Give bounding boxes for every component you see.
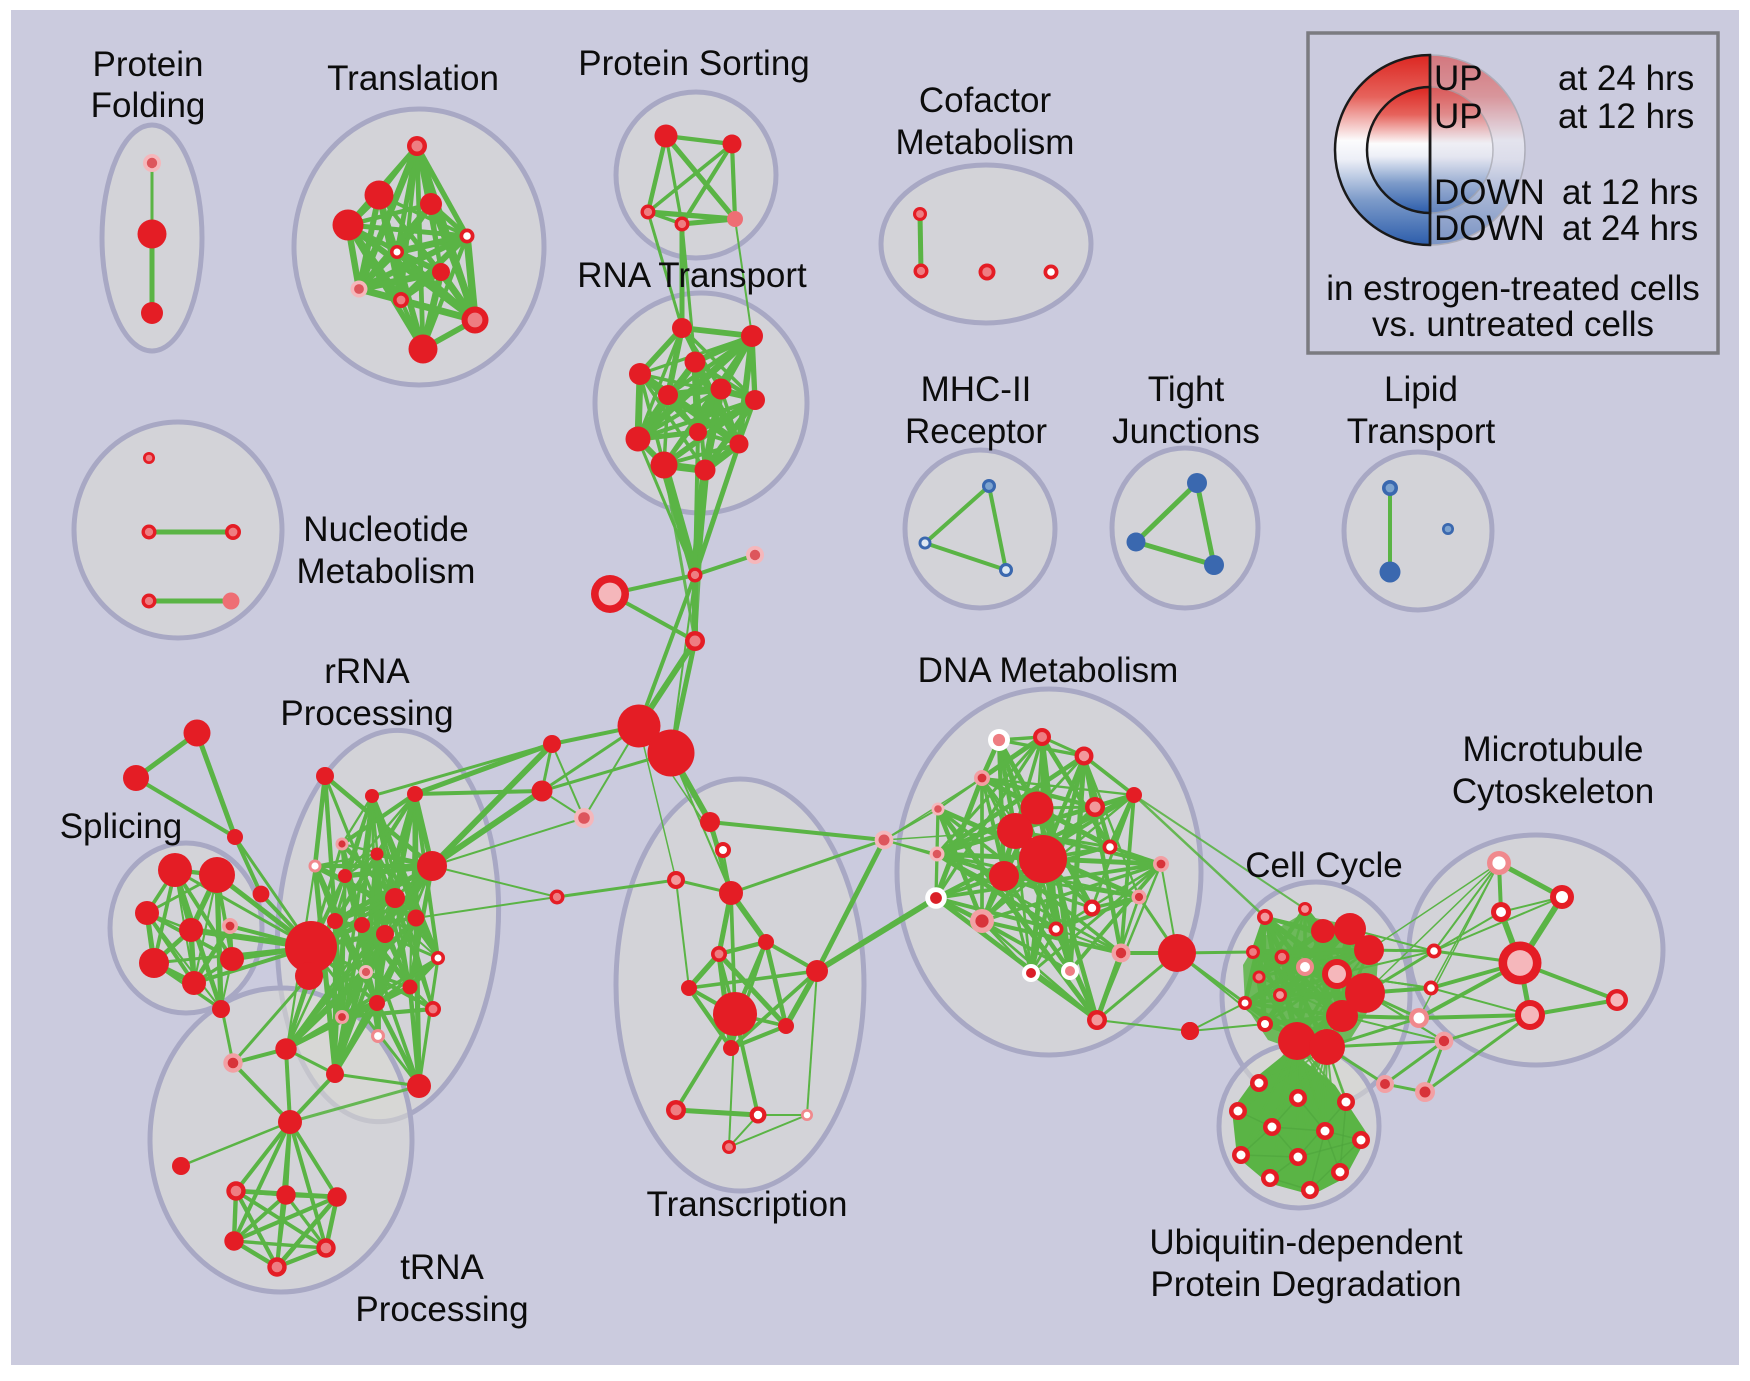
svg-text:Lipid: Lipid <box>1384 370 1458 409</box>
svg-text:DNA Metabolism: DNA Metabolism <box>918 651 1179 690</box>
svg-text:Translation: Translation <box>327 59 499 98</box>
svg-text:Splicing: Splicing <box>60 807 183 846</box>
svg-text:Processing: Processing <box>280 694 453 733</box>
svg-text:Tight: Tight <box>1148 370 1225 409</box>
svg-text:Metabolism: Metabolism <box>896 123 1075 162</box>
svg-text:Protein Degradation: Protein Degradation <box>1150 1265 1461 1304</box>
svg-text:Cytoskeleton: Cytoskeleton <box>1452 772 1654 811</box>
svg-text:in estrogen-treated cells: in estrogen-treated cells <box>1326 269 1700 308</box>
svg-text:DOWN: DOWN <box>1434 173 1545 212</box>
svg-text:Protein: Protein <box>93 45 204 84</box>
svg-text:RNA Transport: RNA Transport <box>577 256 807 295</box>
svg-text:rRNA: rRNA <box>324 652 410 691</box>
svg-text:UP: UP <box>1434 97 1483 136</box>
svg-text:vs. untreated cells: vs. untreated cells <box>1372 305 1654 344</box>
svg-text:tRNA: tRNA <box>400 1248 484 1287</box>
svg-text:Microtubule: Microtubule <box>1463 730 1644 769</box>
svg-text:at 12 hrs: at 12 hrs <box>1558 97 1694 136</box>
svg-text:MHC-II: MHC-II <box>921 370 1032 409</box>
svg-text:Folding: Folding <box>91 86 206 125</box>
svg-text:at 24 hrs: at 24 hrs <box>1562 209 1698 248</box>
svg-text:at 24 hrs: at 24 hrs <box>1558 59 1694 98</box>
svg-text:Processing: Processing <box>355 1290 528 1329</box>
svg-text:Cell Cycle: Cell Cycle <box>1245 846 1403 885</box>
svg-text:Transport: Transport <box>1347 412 1496 451</box>
svg-text:Cofactor: Cofactor <box>919 81 1052 120</box>
svg-text:DOWN: DOWN <box>1434 209 1545 248</box>
svg-text:Metabolism: Metabolism <box>297 552 476 591</box>
svg-text:UP: UP <box>1434 59 1483 98</box>
svg-text:Nucleotide: Nucleotide <box>303 510 468 549</box>
svg-text:at 12 hrs: at 12 hrs <box>1562 173 1698 212</box>
svg-text:Receptor: Receptor <box>905 412 1047 451</box>
svg-text:Ubiquitin-dependent: Ubiquitin-dependent <box>1149 1223 1463 1262</box>
svg-text:Junctions: Junctions <box>1112 412 1260 451</box>
svg-text:Transcription: Transcription <box>647 1185 848 1224</box>
svg-text:Protein Sorting: Protein Sorting <box>578 44 810 83</box>
